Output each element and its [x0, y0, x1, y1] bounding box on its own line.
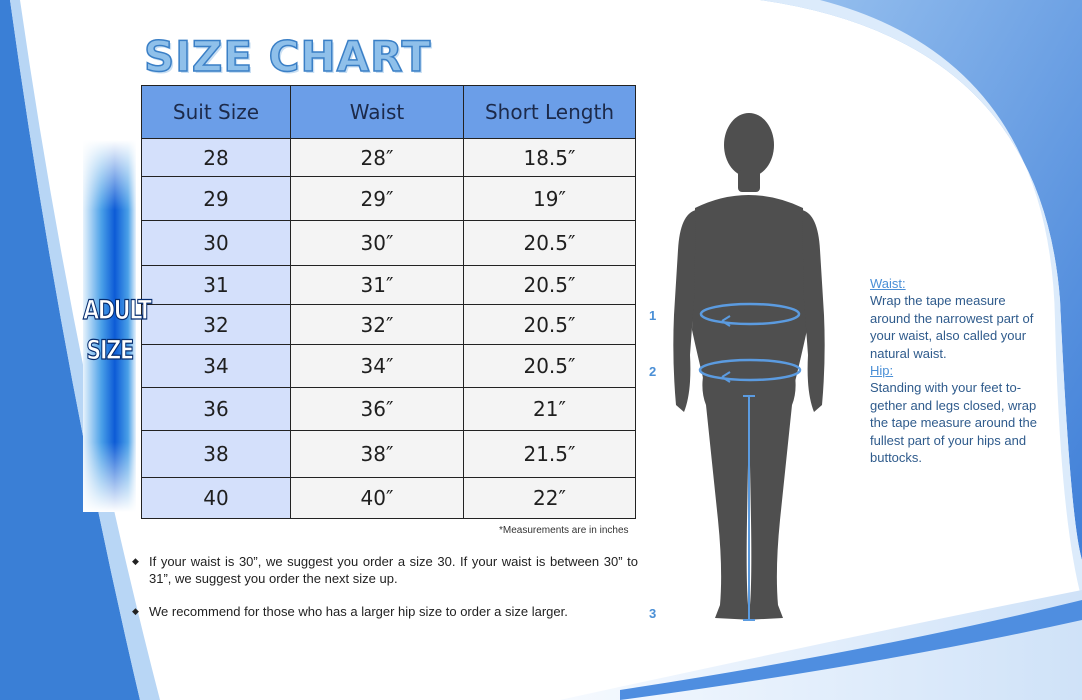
cell-waist: 36″	[290, 387, 464, 431]
cell-suit-size: 36	[141, 387, 291, 431]
column-header-short-length: Short Length	[463, 85, 636, 139]
table-row: 38 38″ 21.5″	[141, 430, 636, 478]
table-row: 28 28″ 18.5″	[141, 138, 636, 177]
cell-waist: 29″	[290, 176, 464, 221]
bullet-diamond-icon: ◆	[132, 606, 139, 616]
cell-short-length: 18.5″	[463, 138, 636, 177]
table-row: 30 30″ 20.5″	[141, 220, 636, 266]
cell-waist: 34″	[290, 344, 464, 388]
side-label-size: SIZE	[86, 334, 135, 365]
cell-waist: 30″	[290, 220, 464, 266]
cell-waist: 40″	[290, 477, 464, 519]
table-row: 31 31″ 20.5″	[141, 265, 636, 305]
table-row: 36 36″ 21″	[141, 387, 636, 431]
marker-2: 2	[649, 364, 657, 379]
table-row: 40 40″ 22″	[141, 477, 636, 519]
cell-short-length: 20.5″	[463, 265, 636, 305]
bullet-diamond-icon: ◆	[132, 556, 139, 566]
size-table: Suit Size Waist Short Length 28 28″ 18.5…	[141, 85, 636, 519]
cell-suit-size: 31	[141, 265, 291, 305]
bullet-list: ◆ If your waist is 30”, we suggest you o…	[130, 553, 638, 620]
cell-short-length: 20.5″	[463, 220, 636, 266]
bullet-text: If your waist is 30”, we suggest you ord…	[149, 554, 638, 586]
side-bar	[83, 140, 136, 512]
cell-short-length: 22″	[463, 477, 636, 519]
table-row: 34 34″ 20.5″	[141, 344, 636, 388]
cell-suit-size: 40	[141, 477, 291, 519]
body-silhouette-icon	[673, 113, 825, 621]
waist-instructions: Wrap the tape measure around the narrowe…	[870, 293, 1034, 361]
cell-suit-size: 28	[141, 138, 291, 177]
cell-suit-size: 34	[141, 344, 291, 388]
cell-waist: 28″	[290, 138, 464, 177]
measurements-note: *Measurements are in inches	[499, 525, 629, 536]
table-row: 32 32″ 20.5″	[141, 304, 636, 345]
cell-suit-size: 32	[141, 304, 291, 345]
hip-heading: Hip:	[870, 363, 894, 379]
bullet-text: We recommend for those who has a larger …	[149, 604, 568, 619]
waist-heading: Waist:	[870, 276, 906, 291]
cell-short-length: 20.5″	[463, 344, 636, 388]
marker-3: 3	[649, 606, 657, 621]
cell-short-length: 19″	[463, 176, 636, 221]
marker-1: 1	[649, 308, 657, 323]
cell-waist: 32″	[290, 304, 464, 345]
side-label-adult: ADULT	[83, 294, 153, 325]
measurement-instructions: Waist: Wrap the tape measure around the …	[870, 275, 1048, 466]
table-row: 29 29″ 19″	[141, 176, 636, 221]
cell-suit-size: 38	[141, 430, 291, 478]
cell-short-length: 21″	[463, 387, 636, 431]
hip-instructions: Standing with your feet to-gether and le…	[870, 380, 1037, 466]
cell-waist: 38″	[290, 430, 464, 478]
column-header-waist: Waist	[290, 85, 464, 139]
page-title: SIZE CHART	[143, 31, 432, 82]
cell-suit-size: 30	[141, 220, 291, 266]
cell-short-length: 20.5″	[463, 304, 636, 345]
cell-suit-size: 29	[141, 176, 291, 221]
column-header-suit-size: Suit Size	[141, 85, 291, 139]
cell-short-length: 21.5″	[463, 430, 636, 478]
cell-waist: 31″	[290, 265, 464, 305]
list-item: ◆ If your waist is 30”, we suggest you o…	[130, 553, 638, 587]
table-header-row: Suit Size Waist Short Length	[141, 85, 636, 139]
list-item: ◆ We recommend for those who has a large…	[130, 603, 638, 620]
